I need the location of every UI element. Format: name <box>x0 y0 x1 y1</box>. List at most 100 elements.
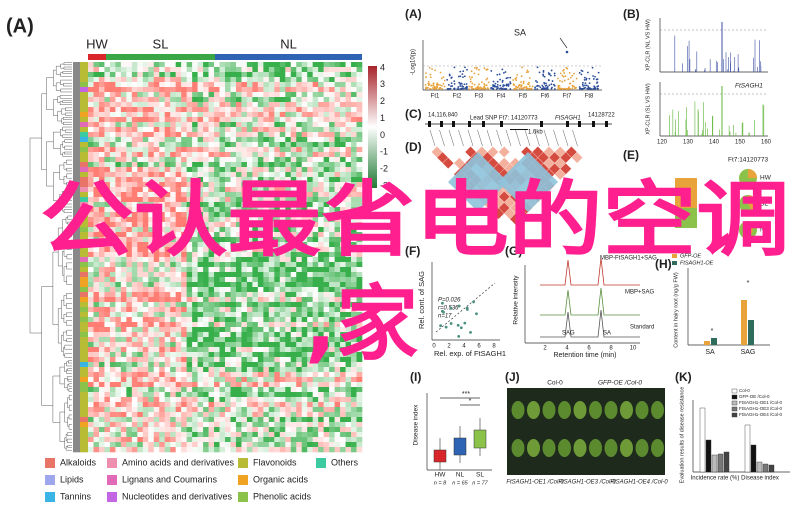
heat-cell <box>323 422 330 428</box>
heat-cell <box>312 372 319 378</box>
shape <box>73 432 80 438</box>
heat-cell <box>126 102 133 108</box>
heat-cell <box>312 297 319 303</box>
heat-cell <box>274 362 281 368</box>
heat-cell <box>345 442 352 448</box>
heat-cell <box>88 442 94 448</box>
heat-cell <box>109 397 116 403</box>
heat-cell <box>170 307 176 313</box>
point <box>557 77 559 80</box>
heat-cell <box>301 392 308 398</box>
heat-cell <box>153 392 160 398</box>
heat-cell <box>104 197 111 203</box>
heat-cell <box>98 232 105 238</box>
heat-cell <box>219 272 226 278</box>
heat-cell <box>208 257 215 263</box>
heat-cell <box>219 297 226 303</box>
heat-cell <box>109 237 116 243</box>
heat-cell <box>88 252 94 258</box>
heat-cell <box>126 77 133 83</box>
heat-cell <box>345 307 352 313</box>
shape <box>73 202 80 208</box>
heat-cell <box>323 427 330 433</box>
heat-cell <box>225 127 231 133</box>
heat-cell <box>274 287 281 293</box>
heat-cell <box>241 352 248 358</box>
heat-cell <box>208 62 215 68</box>
heat-cell <box>279 112 286 118</box>
heat-cell <box>159 162 166 168</box>
heat-cell <box>104 402 111 408</box>
heat-cell <box>268 147 275 153</box>
heat-cell <box>274 162 281 168</box>
heat-cell <box>104 97 111 103</box>
heat-cell <box>263 347 270 353</box>
heat-cell <box>164 257 171 263</box>
heat-cell <box>257 242 264 248</box>
heat-cell <box>203 92 209 98</box>
heat-cell <box>268 232 275 238</box>
panel-label: (A) <box>405 7 422 21</box>
heat-cell <box>203 387 209 393</box>
heat-cell <box>109 202 116 208</box>
point <box>433 87 436 90</box>
heat-cell <box>340 422 346 428</box>
heat-cell <box>285 307 292 313</box>
heat-cell <box>137 322 144 328</box>
shape <box>80 122 88 128</box>
heat-cell <box>137 382 144 388</box>
heat-cell <box>290 127 297 133</box>
point <box>521 66 524 69</box>
heat-cell <box>104 392 111 398</box>
heat-cell <box>235 162 242 168</box>
heat-cell <box>164 202 171 208</box>
heat-cell <box>263 422 270 428</box>
heat-cell <box>126 122 133 128</box>
heat-cell <box>230 87 237 93</box>
shape <box>73 402 80 408</box>
heat-cell <box>159 207 166 213</box>
heat-cell <box>219 237 226 243</box>
heat-cell <box>137 342 144 348</box>
heat-cell <box>307 342 313 348</box>
heat-cell <box>263 362 270 368</box>
heat-cell <box>219 92 226 98</box>
heat-cell <box>263 92 270 98</box>
heat-cell <box>246 117 253 123</box>
heat-cell <box>334 157 341 163</box>
heat-cell <box>181 417 187 423</box>
heat-cell <box>131 97 138 103</box>
heat-cell <box>268 197 275 203</box>
heat-cell <box>279 382 286 388</box>
scale-label: -1 <box>380 147 388 157</box>
point <box>586 71 589 74</box>
heat-cell <box>148 187 155 193</box>
heat-cell <box>246 162 253 168</box>
heat-cell <box>88 357 94 363</box>
heat-cell <box>246 307 253 313</box>
heat-cell <box>307 102 313 108</box>
heat-cell <box>208 237 215 243</box>
heat-cell <box>312 182 319 188</box>
heat-cell <box>93 72 100 78</box>
shape <box>80 347 88 353</box>
heat-cell <box>126 152 133 158</box>
heat-cell <box>98 407 105 413</box>
heat-cell <box>93 127 100 133</box>
heat-cell <box>126 262 133 268</box>
heat-cell <box>246 127 253 133</box>
heat-cell <box>246 367 253 373</box>
heat-cell <box>186 122 193 128</box>
heat-cell <box>285 382 292 388</box>
heat-cell <box>164 317 171 323</box>
heat-cell <box>131 62 138 68</box>
heat-cell <box>186 212 193 218</box>
heat-cell <box>192 127 198 133</box>
heat-cell <box>175 287 182 293</box>
heat-cell <box>268 387 275 393</box>
heat-cell <box>296 162 303 168</box>
heat-cell <box>137 397 144 403</box>
heat-cell <box>329 167 335 173</box>
heat-cell <box>175 277 182 283</box>
heat-cell <box>263 172 270 178</box>
